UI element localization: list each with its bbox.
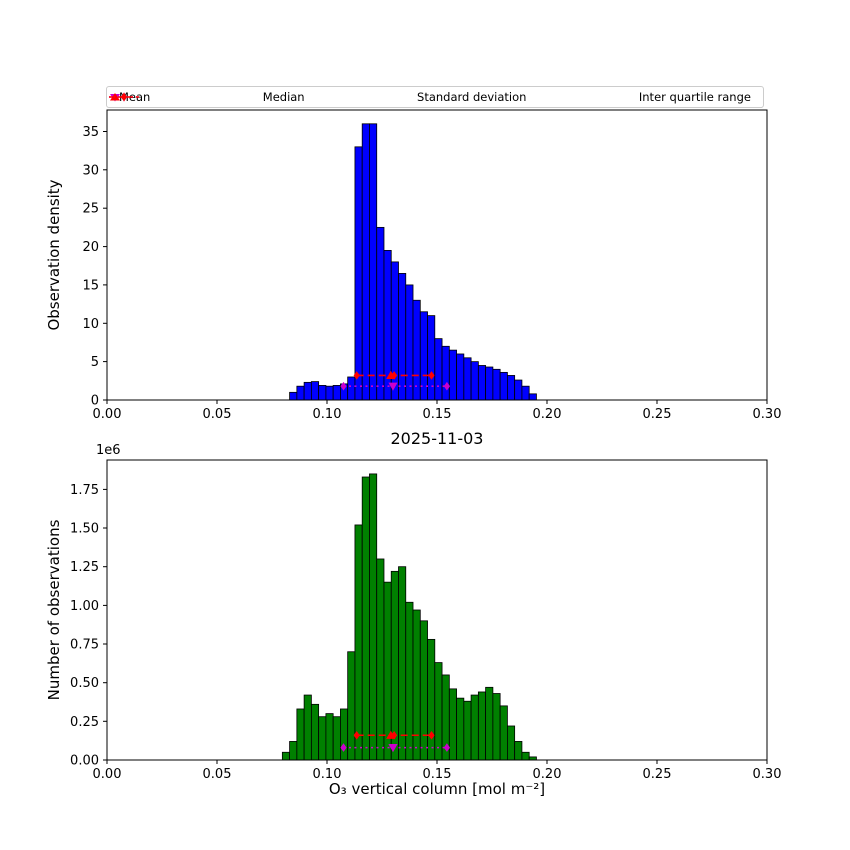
svg-text:0.00: 0.00 (93, 767, 122, 782)
svg-text:0.15: 0.15 (423, 767, 452, 782)
iqr-dashed-diamond-icon (109, 92, 139, 102)
legend: Mean Median Standard deviation Inter qua… (106, 86, 764, 108)
y-axis-offset-label: 1e6 (96, 443, 121, 458)
svg-text:0.05: 0.05 (203, 407, 232, 422)
legend-label-std: Standard deviation (417, 90, 527, 104)
svg-text:0.10: 0.10 (313, 767, 342, 782)
legend-label-iqr: Inter quartile range (638, 90, 751, 104)
svg-text:0.10: 0.10 (313, 407, 342, 422)
legend-label-median: Median (262, 90, 305, 104)
legend-item-std: Standard deviation (109, 90, 527, 104)
svg-text:1.50: 1.50 (70, 522, 99, 537)
svg-text:0.25: 0.25 (643, 407, 672, 422)
svg-text:15: 15 (82, 278, 99, 293)
svg-text:35: 35 (82, 125, 99, 140)
svg-text:0.75: 0.75 (70, 638, 99, 653)
svg-text:25: 25 (82, 202, 99, 217)
svg-text:5: 5 (91, 355, 99, 370)
svg-text:0.25: 0.25 (70, 715, 99, 730)
svg-text:1.00: 1.00 (70, 599, 99, 614)
legend-item-iqr: Inter quartile range (109, 90, 751, 104)
svg-text:0.25: 0.25 (643, 767, 672, 782)
observations-histogram: 0.00 0.05 0.10 0.15 0.20 0.25 0.30 0.00 0.25 0.50… (45, 459, 782, 782)
svg-text:1.25: 1.25 (70, 560, 99, 575)
legend-item-median: Median (110, 90, 305, 104)
svg-text:1.75: 1.75 (70, 483, 99, 498)
svg-text:0.00: 0.00 (70, 754, 99, 769)
svg-text:0.00: 0.00 (93, 407, 122, 422)
svg-text:Observation density: Observation density (45, 179, 63, 330)
svg-text:0.30: 0.30 (753, 407, 782, 422)
chart-title: 2025-11-03 (390, 429, 484, 448)
density-histogram: 0.00 0.05 0.10 0.15 0.20 0.25 0.30 0 5 10 15 20 25 30… (45, 109, 782, 422)
svg-text:10: 10 (82, 317, 99, 332)
svg-text:30: 30 (82, 163, 99, 178)
svg-text:0.30: 0.30 (753, 767, 782, 782)
svg-text:0: 0 (91, 394, 99, 409)
svg-text:0.20: 0.20 (533, 407, 562, 422)
svg-text:20: 20 (82, 240, 99, 255)
svg-text:0.20: 0.20 (533, 767, 562, 782)
svg-text:0.15: 0.15 (423, 407, 452, 422)
legend-label-mean: Mean (119, 90, 151, 104)
x-axis-label: O₃ vertical column [mol m⁻²] (328, 780, 546, 798)
svg-text:0.50: 0.50 (70, 676, 99, 691)
svg-text:Number of observations: Number of observations (45, 519, 63, 700)
svg-text:0.05: 0.05 (203, 767, 232, 782)
